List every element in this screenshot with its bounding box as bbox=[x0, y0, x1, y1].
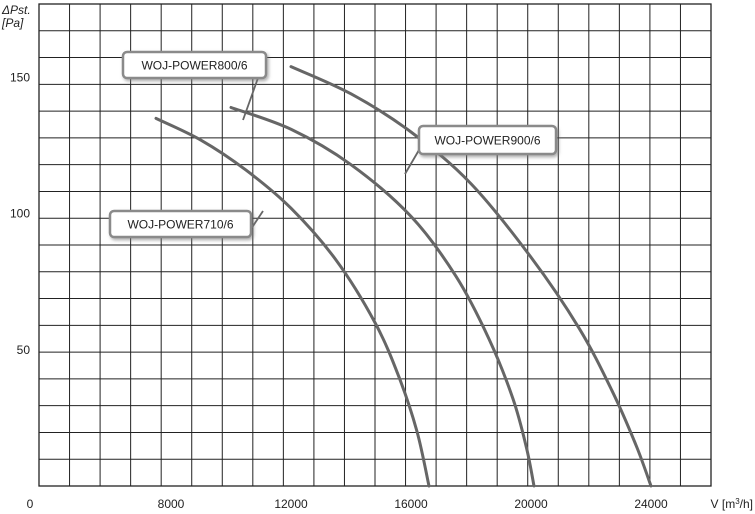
y-axis-label-line2: [Pa] bbox=[1, 16, 24, 30]
callout-box bbox=[121, 50, 268, 80]
series-label: WOJ-POWER710/6 bbox=[127, 218, 233, 232]
series-callouts: WOJ-POWER800/6 WOJ-POWER710/6 WOJ-POWER900… bbox=[108, 50, 558, 239]
y-axis-label-line1: ΔPst. bbox=[1, 3, 31, 17]
callout-leader bbox=[250, 210, 264, 230]
x-axis-label-end: /h] bbox=[740, 497, 753, 511]
callout-box bbox=[108, 209, 253, 239]
x-tick-label: 20000 bbox=[514, 497, 548, 511]
x-axis-label: V [m3/h] bbox=[711, 497, 753, 511]
series-line-2 bbox=[289, 65, 653, 488]
x-tick-label: 8000 bbox=[158, 497, 185, 511]
x-tick-label: 24000 bbox=[634, 497, 668, 511]
callout-leaders bbox=[242, 77, 420, 230]
callout-leader bbox=[242, 77, 259, 121]
series-line-0 bbox=[154, 116, 431, 488]
y-tick-label: 100 bbox=[10, 207, 30, 221]
x-tick-labels: 8000 12000 16000 20000 24000 bbox=[158, 497, 668, 511]
y-tick-label: 50 bbox=[17, 343, 31, 357]
callout-box bbox=[417, 124, 558, 156]
x-tick-label: 16000 bbox=[394, 497, 428, 511]
y-tick-label: 150 bbox=[10, 71, 30, 85]
series-line-1 bbox=[229, 105, 536, 488]
origin-label: 0 bbox=[27, 497, 34, 511]
x-tick-label: 12000 bbox=[274, 497, 308, 511]
y-tick-labels: 50 100 150 bbox=[10, 71, 30, 357]
callout-leader bbox=[404, 149, 420, 175]
series-label: WOJ-POWER900/6 bbox=[434, 134, 540, 148]
plot-frame bbox=[38, 3, 712, 487]
x-axis-label-main: V [m bbox=[711, 497, 736, 511]
series-label: WOJ-POWER800/6 bbox=[141, 59, 247, 73]
series-layer bbox=[154, 65, 653, 488]
x-axis-label-sup: 3 bbox=[735, 497, 740, 506]
grid bbox=[39, 4, 711, 486]
